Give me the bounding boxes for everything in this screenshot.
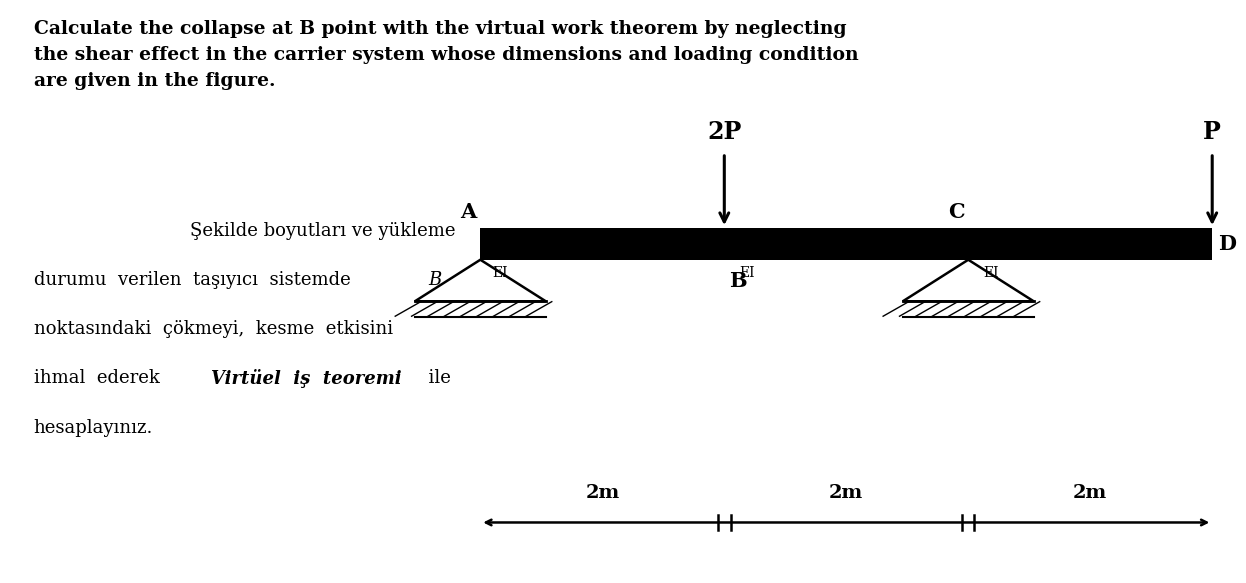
Text: Şekilde boyutları ve yükleme: Şekilde boyutları ve yükleme (191, 222, 456, 240)
Text: EI: EI (983, 265, 998, 279)
Text: ile: ile (417, 370, 451, 388)
FancyBboxPatch shape (481, 228, 1212, 260)
Text: ihmal  ederek: ihmal ederek (34, 370, 171, 388)
Text: 2m: 2m (829, 484, 863, 503)
Text: P: P (1204, 120, 1221, 144)
Text: hesaplayınız.: hesaplayınız. (34, 419, 153, 437)
Polygon shape (415, 260, 546, 301)
Text: D: D (1219, 234, 1236, 254)
Text: noktasındaki  çökmeyi,  kesme  etkisini: noktasındaki çökmeyi, kesme etkisini (34, 321, 392, 338)
Text: B: B (429, 271, 441, 289)
Text: C: C (948, 202, 964, 222)
Text: 2m: 2m (586, 484, 619, 503)
Text: Calculate the collapse at B point with the virtual work theorem by neglecting
th: Calculate the collapse at B point with t… (34, 20, 858, 90)
Text: EI: EI (492, 265, 508, 279)
Text: EI: EI (739, 265, 755, 279)
Text: A: A (460, 202, 477, 222)
Text: B: B (729, 271, 746, 292)
Text: 2m: 2m (1073, 484, 1108, 503)
Text: durumu  verilen  taşıyıcı  sistemde: durumu verilen taşıyıcı sistemde (34, 271, 363, 289)
Text: 2P: 2P (708, 120, 741, 144)
Text: Virtüel  iş  teoremi: Virtüel iş teoremi (211, 370, 401, 388)
Polygon shape (903, 260, 1034, 301)
